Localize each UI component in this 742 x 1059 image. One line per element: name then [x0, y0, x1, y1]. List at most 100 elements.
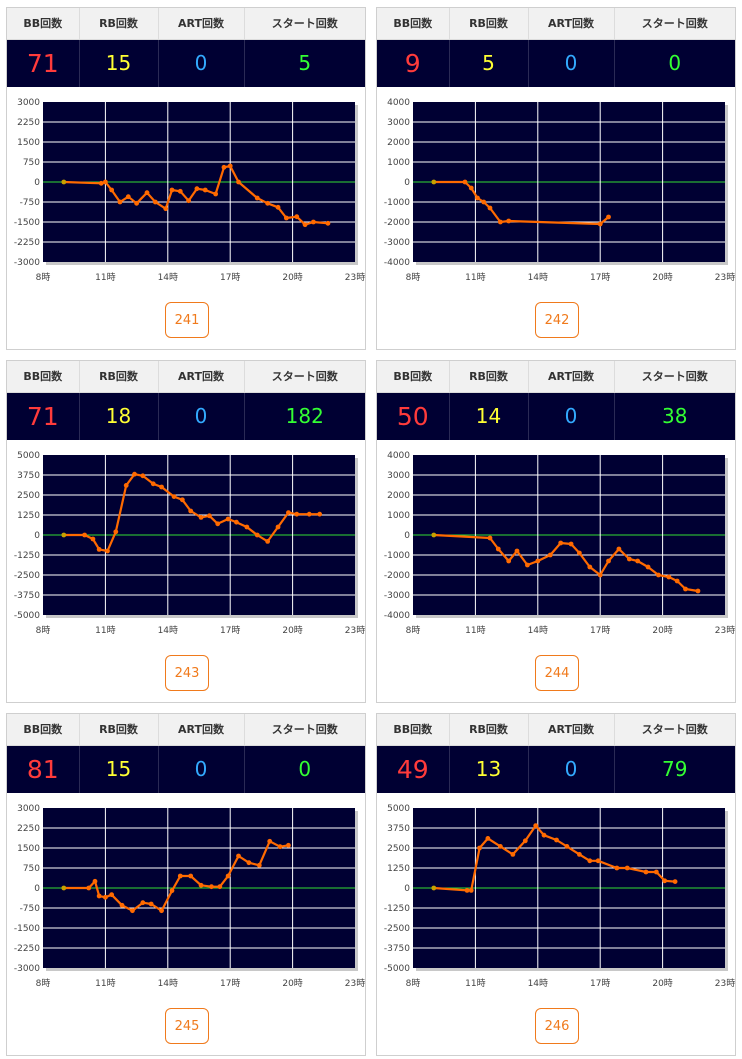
y-tick-label: 1500 [17, 138, 40, 148]
data-point [61, 532, 67, 538]
data-point [148, 901, 154, 907]
start-header: スタート回数 [244, 8, 365, 40]
data-point [90, 536, 96, 542]
data-point [306, 511, 312, 517]
y-tick-label: -2250 [14, 944, 40, 954]
data-point [265, 200, 271, 206]
bb-header: BB回数 [377, 8, 450, 40]
data-point [616, 546, 622, 552]
y-tick-label: -1000 [384, 551, 410, 561]
y-tick-label: 2000 [387, 138, 410, 148]
y-tick-label: -1500 [14, 218, 40, 228]
data-point [140, 900, 146, 906]
data-point [198, 882, 204, 888]
y-tick-label: 3000 [387, 471, 410, 481]
data-point [541, 832, 547, 838]
x-tick-label: 23時 [715, 978, 735, 989]
data-point [109, 187, 115, 193]
data-point [275, 204, 281, 210]
data-point [61, 179, 67, 185]
data-point [283, 215, 289, 221]
data-point [92, 878, 98, 884]
y-tick-label: 750 [23, 158, 40, 168]
rb-count: 15 [79, 39, 159, 87]
data-point [169, 187, 175, 193]
x-tick-label: 20時 [282, 272, 302, 283]
x-tick-label: 8時 [36, 272, 51, 283]
art-count: 0 [158, 392, 245, 440]
bb-count: 49 [377, 745, 450, 793]
data-point [666, 574, 672, 580]
start-count: 182 [244, 392, 365, 440]
data-point [497, 219, 503, 225]
bb-header: BB回数 [377, 714, 450, 746]
data-point [294, 511, 300, 517]
data-point [606, 214, 611, 220]
data-point [302, 222, 308, 228]
machine-number-button[interactable]: 246 [535, 1008, 579, 1044]
start-header: スタート回数 [244, 714, 365, 746]
data-point [169, 888, 175, 894]
y-tick-label: 0 [404, 178, 410, 188]
start-count: 79 [614, 745, 735, 793]
data-point [215, 521, 221, 527]
y-tick-label: -750 [20, 904, 41, 914]
start-count: 0 [244, 745, 365, 793]
y-tick-label: -3000 [14, 964, 40, 974]
y-tick-label: -5000 [14, 611, 40, 621]
start-count: 0 [614, 39, 735, 87]
art-count: 0 [158, 39, 245, 87]
series-line [433, 180, 610, 226]
machine-card-241: BB回数 RB回数 ART回数 スタート回数 71 15 0 5 3000 225… [6, 7, 366, 350]
data-point [462, 179, 468, 185]
y-tick-label: 2500 [17, 491, 40, 501]
x-tick-label: 14時 [158, 272, 178, 283]
data-point [653, 869, 659, 875]
data-point [277, 844, 283, 850]
data-point [202, 187, 208, 193]
bb-count: 81 [7, 745, 80, 793]
data-point [225, 873, 231, 879]
y-tick-label: -4000 [384, 611, 410, 621]
y-tick-label: 1000 [387, 511, 410, 521]
machine-number-button[interactable]: 243 [165, 655, 209, 691]
art-header: ART回数 [158, 361, 245, 393]
data-point [96, 893, 102, 899]
data-point [117, 199, 123, 205]
bb-count: 50 [377, 392, 450, 440]
rb-header: RB回数 [449, 361, 529, 393]
data-point [468, 185, 474, 191]
data-point [510, 852, 516, 857]
data-point [431, 532, 437, 538]
art-header: ART回数 [528, 361, 615, 393]
y-tick-label: -3000 [384, 591, 410, 601]
x-tick-label: 17時 [590, 272, 610, 283]
data-point [525, 562, 530, 568]
data-point [522, 838, 528, 844]
data-point [695, 588, 701, 594]
x-tick-label: 11時 [95, 978, 115, 989]
machine-number-button[interactable]: 242 [535, 302, 579, 338]
data-point [177, 188, 183, 194]
bb-count: 71 [7, 392, 80, 440]
machine-number-button[interactable]: 245 [165, 1008, 209, 1044]
bb-header: BB回数 [7, 714, 80, 746]
data-point [485, 836, 491, 841]
y-tick-label: -5000 [384, 964, 410, 974]
machine-number-button[interactable]: 241 [165, 302, 209, 338]
x-tick-label: 8時 [36, 978, 51, 989]
rb-count: 5 [449, 39, 529, 87]
y-tick-label: 4000 [387, 451, 410, 461]
data-point [159, 908, 164, 914]
data-point [311, 219, 316, 225]
stats-table: BB回数 RB回数 ART回数 スタート回数 9 5 0 0 [377, 8, 735, 87]
x-tick-label: 20時 [652, 272, 672, 283]
data-point [558, 540, 564, 546]
data-point [683, 586, 688, 592]
machine-number-button[interactable]: 244 [535, 655, 579, 691]
art-count: 0 [158, 745, 245, 793]
data-point [123, 483, 129, 488]
machine-card-245: BB回数 RB回数 ART回数 スタート回数 81 15 0 0 3000 225… [6, 713, 366, 1056]
rb-count: 14 [449, 392, 529, 440]
art-header: ART回数 [158, 8, 245, 40]
